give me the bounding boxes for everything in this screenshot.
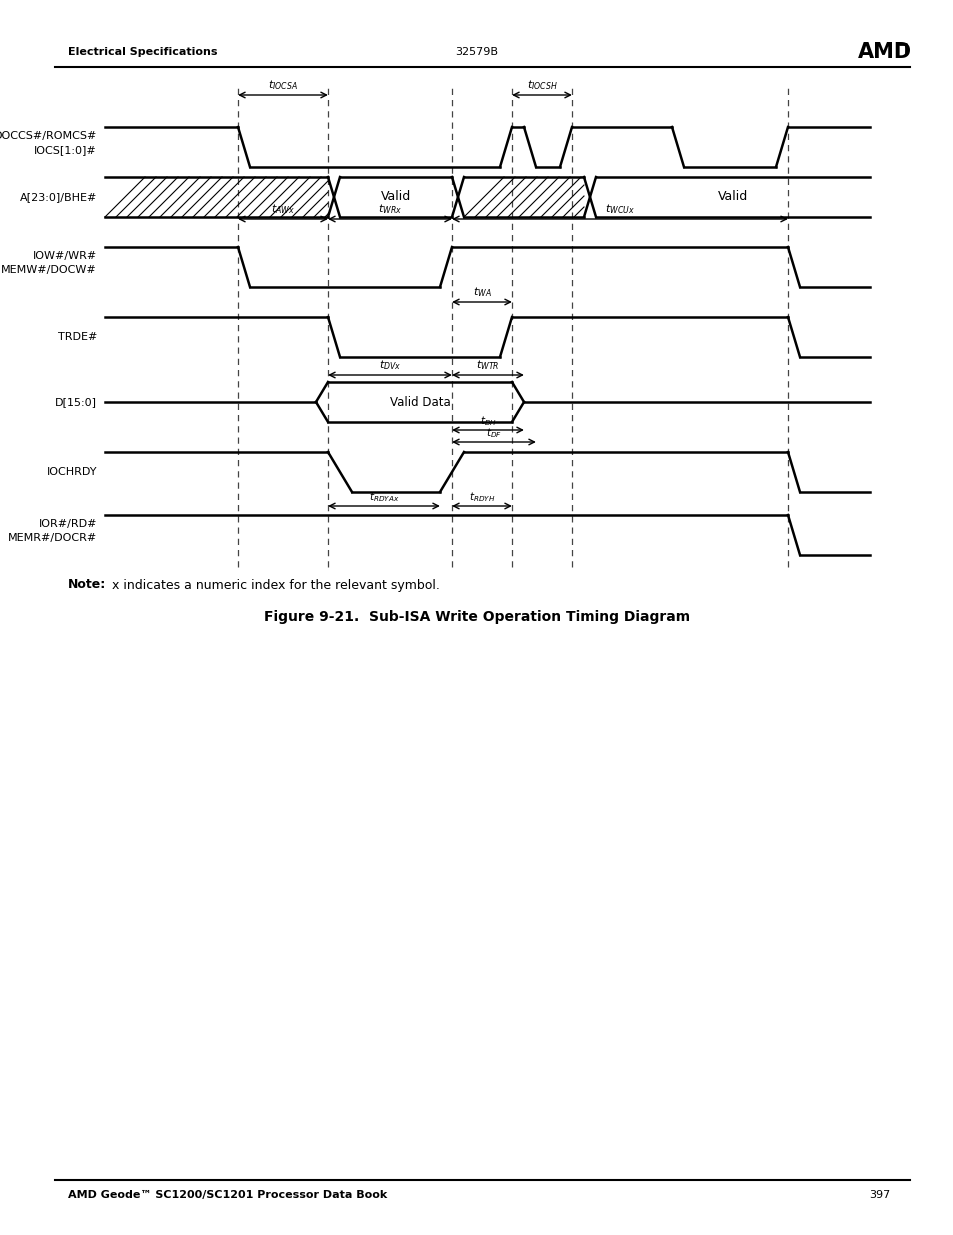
Text: $t_{WTR}$: $t_{WTR}$ — [476, 358, 499, 372]
Text: $t_{DVx}$: $t_{DVx}$ — [378, 358, 401, 372]
Text: $t_{DF}$: $t_{DF}$ — [485, 426, 501, 440]
Text: $t_{WCUx}$: $t_{WCUx}$ — [604, 203, 635, 216]
Text: $t_{WA}$: $t_{WA}$ — [472, 285, 491, 299]
Text: Valid: Valid — [380, 190, 411, 204]
Text: Note:: Note: — [68, 578, 106, 592]
Text: TRDE#: TRDE# — [57, 332, 97, 342]
Text: A[23:0]/BHE#: A[23:0]/BHE# — [20, 191, 97, 203]
Text: IOW#/WR#
MEMW#/DOCW#: IOW#/WR# MEMW#/DOCW# — [1, 251, 97, 275]
Text: Valid: Valid — [717, 190, 747, 204]
Text: $t_{WRx}$: $t_{WRx}$ — [377, 203, 401, 216]
Text: $t_{RDYH}$: $t_{RDYH}$ — [468, 490, 495, 504]
Text: 32579B: 32579B — [455, 47, 498, 57]
Text: Figure 9-21.  Sub-ISA Write Operation Timing Diagram: Figure 9-21. Sub-ISA Write Operation Tim… — [264, 610, 689, 624]
Text: $t_{RDYAx}$: $t_{RDYAx}$ — [369, 490, 398, 504]
Text: $t_{AWx}$: $t_{AWx}$ — [271, 203, 294, 216]
Text: D[15:0]: D[15:0] — [55, 396, 97, 408]
Text: Valid Data: Valid Data — [389, 395, 450, 409]
Text: DOCCS#/ROMCS#
IOCS[1:0]#: DOCCS#/ROMCS# IOCS[1:0]# — [0, 131, 97, 156]
Text: IOCHRDY: IOCHRDY — [47, 467, 97, 477]
Text: AMD Geode™ SC1200/SC1201 Processor Data Book: AMD Geode™ SC1200/SC1201 Processor Data … — [68, 1191, 387, 1200]
Text: 397: 397 — [868, 1191, 889, 1200]
Text: $t_{IOCSH}$: $t_{IOCSH}$ — [526, 78, 557, 91]
Text: $t_{IOCSA}$: $t_{IOCSA}$ — [268, 78, 297, 91]
Text: x indicates a numeric index for the relevant symbol.: x indicates a numeric index for the rele… — [100, 578, 439, 592]
Text: IOR#/RD#
MEMR#/DOCR#: IOR#/RD# MEMR#/DOCR# — [8, 519, 97, 543]
Text: AMD: AMD — [857, 42, 911, 62]
Text: Electrical Specifications: Electrical Specifications — [68, 47, 217, 57]
Text: $t_{DH}$: $t_{DH}$ — [479, 414, 496, 429]
